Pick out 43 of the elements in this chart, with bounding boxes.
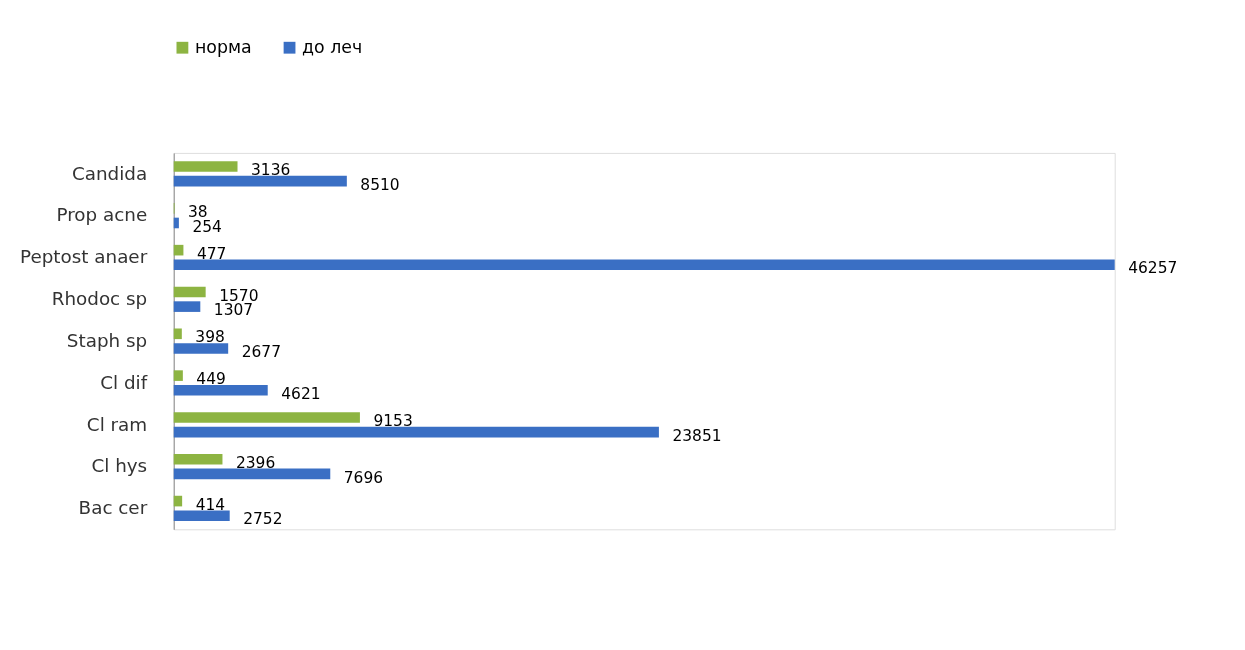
data-label: 23851 xyxy=(672,426,722,445)
data-label: 2752 xyxy=(243,510,283,529)
bar xyxy=(173,301,201,312)
y-tick-label: Cl hys xyxy=(91,455,148,477)
data-label: 46257 xyxy=(1128,259,1178,278)
data-label: 1307 xyxy=(213,301,254,320)
data-label: 2396 xyxy=(235,453,276,472)
bar xyxy=(173,510,230,522)
y-tick-label: Staph sp xyxy=(66,329,148,351)
data-label: 7696 xyxy=(343,468,384,487)
data-label: 8510 xyxy=(360,175,400,194)
y-tick-label: Cl dif xyxy=(100,371,148,393)
data-label: 477 xyxy=(196,244,227,263)
y-tick-label: Prop acne xyxy=(56,204,148,226)
data-label: 2677 xyxy=(241,343,281,362)
bar xyxy=(173,343,229,354)
data-label: 449 xyxy=(196,370,226,389)
bar xyxy=(173,384,268,396)
data-label: 254 xyxy=(192,217,222,236)
bar xyxy=(173,412,360,423)
bar xyxy=(173,217,179,229)
bar xyxy=(173,328,182,340)
bar xyxy=(173,495,183,507)
legend-label: норма xyxy=(194,36,252,57)
data-label: 398 xyxy=(195,328,225,347)
y-tick-label: Bac cer xyxy=(78,497,148,519)
y-tick-label: Candida xyxy=(71,162,148,184)
data-label: 3136 xyxy=(251,161,291,180)
y-tick-label: Rhodoc sp xyxy=(51,288,148,310)
bar xyxy=(173,426,659,438)
bar xyxy=(173,370,183,381)
bar xyxy=(173,161,238,172)
data-label: 9153 xyxy=(373,412,413,431)
bar xyxy=(173,175,347,187)
data-label: 414 xyxy=(195,495,226,514)
bar xyxy=(173,453,223,465)
bar xyxy=(173,286,206,298)
bar xyxy=(173,468,331,480)
y-tick-label: Peptost anaer xyxy=(20,246,148,268)
y-tick-label: Cl ram xyxy=(86,413,148,435)
bar xyxy=(173,259,1115,271)
data-label: 4621 xyxy=(281,384,321,403)
legend-label: до леч xyxy=(302,36,363,57)
